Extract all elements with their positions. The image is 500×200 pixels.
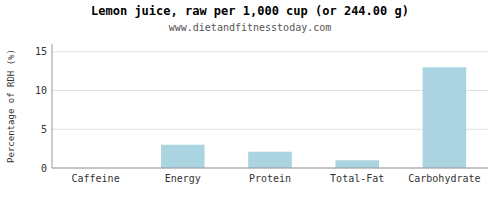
x-tick-label: Carbohydrate xyxy=(408,173,480,184)
x-axis: Caffeine Energy Protein Total-Fat Carbohydra… xyxy=(72,173,481,184)
y-tick-label: 15 xyxy=(35,46,47,57)
background xyxy=(0,0,500,200)
grid xyxy=(52,52,488,168)
bar xyxy=(423,67,467,168)
x-tick-label: Protein xyxy=(249,173,291,184)
bar xyxy=(248,152,292,168)
y-tick-label: 5 xyxy=(41,124,47,135)
subtitle: www.dietandfitnesstoday.com xyxy=(169,22,332,33)
bars xyxy=(161,67,466,168)
x-tick-label: Total-Fat xyxy=(330,173,384,184)
chart-container: Lemon juice, raw per 1,000 cup (or 244.0… xyxy=(0,0,500,200)
chart: Lemon juice, raw per 1,000 cup (or 244.0… xyxy=(0,0,500,200)
y-tick-label: 0 xyxy=(41,163,47,174)
x-tick-label: Caffeine xyxy=(72,173,120,184)
x-tick-label: Energy xyxy=(165,173,201,184)
y-axis-label: Percentage of RDH (%) xyxy=(6,49,16,163)
grid-line xyxy=(52,51,488,52)
bar xyxy=(161,145,205,168)
y-tick-label: 10 xyxy=(35,85,47,96)
y-axis-line xyxy=(52,44,53,168)
grid-line xyxy=(52,168,488,169)
x-axis-line xyxy=(52,168,488,169)
y-axis: 0 5 10 15 xyxy=(35,46,47,173)
bar xyxy=(335,160,379,168)
title: Lemon juice, raw per 1,000 cup (or 244.0… xyxy=(91,4,409,18)
